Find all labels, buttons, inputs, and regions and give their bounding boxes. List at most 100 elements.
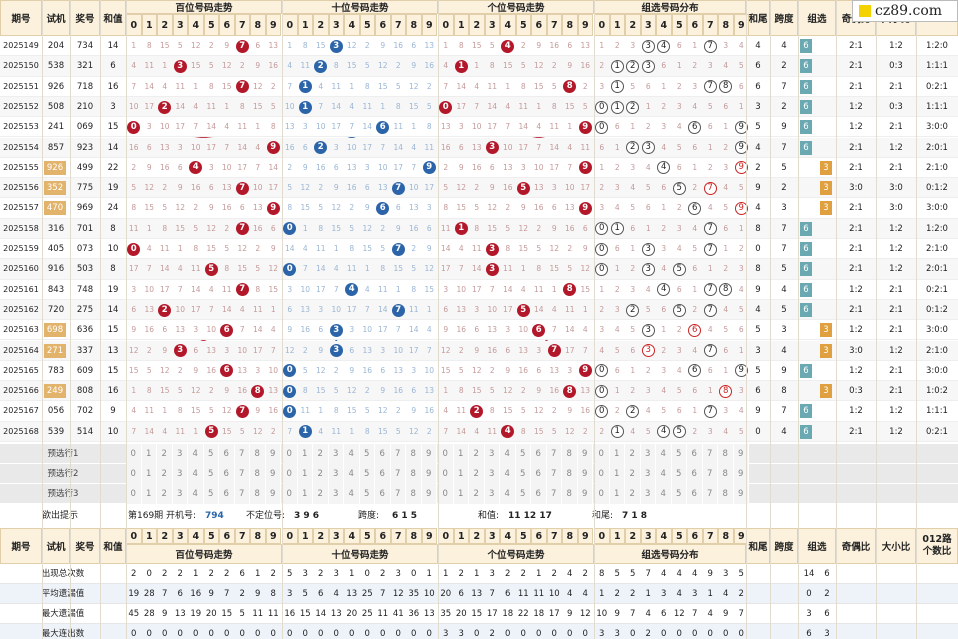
- site-logo[interactable]: cz89.com: [852, 0, 958, 22]
- presel-digit[interactable]: 9: [733, 464, 749, 484]
- presel-digit[interactable]: 2: [157, 484, 173, 504]
- presel-digit[interactable]: 6: [531, 464, 547, 484]
- presel-digit[interactable]: 4: [344, 464, 360, 484]
- presel-digit[interactable]: 0: [126, 484, 142, 504]
- presel-digit[interactable]: 2: [469, 444, 485, 464]
- presel-digit[interactable]: 1: [453, 464, 469, 484]
- presel-digit[interactable]: 6: [531, 484, 547, 504]
- presel-digit[interactable]: 9: [265, 484, 281, 504]
- presel-digit[interactable]: 6: [375, 464, 391, 484]
- presel-digit[interactable]: 8: [406, 444, 422, 464]
- presel-digit[interactable]: 3: [640, 444, 656, 464]
- presel-digit[interactable]: 2: [157, 444, 173, 464]
- presel-digit[interactable]: 8: [718, 464, 734, 484]
- presel-digit[interactable]: 1: [141, 464, 157, 484]
- presel-digit[interactable]: 2: [469, 484, 485, 504]
- presel-digit[interactable]: 5: [203, 464, 219, 484]
- presel-digit[interactable]: 1: [297, 444, 313, 464]
- presel-digit[interactable]: 0: [126, 444, 142, 464]
- presel-digit[interactable]: 8: [562, 484, 578, 504]
- presel-digit[interactable]: 2: [625, 444, 641, 464]
- presel-digit[interactable]: 8: [562, 464, 578, 484]
- presel-digit[interactable]: 1: [609, 484, 625, 504]
- presel-digit[interactable]: 4: [188, 464, 204, 484]
- presel-digit[interactable]: 5: [203, 484, 219, 504]
- presel-digit[interactable]: 5: [671, 484, 687, 504]
- presel-digit[interactable]: 0: [594, 484, 610, 504]
- presel-digit[interactable]: 6: [687, 444, 703, 464]
- presel-digit[interactable]: 2: [313, 444, 329, 464]
- presel-digit[interactable]: 3: [328, 484, 344, 504]
- presel-digit[interactable]: 4: [500, 484, 516, 504]
- presel-digit[interactable]: 0: [126, 464, 142, 484]
- presel-digit[interactable]: 8: [562, 444, 578, 464]
- presel-digit[interactable]: 6: [219, 464, 235, 484]
- presel-digit[interactable]: 0: [282, 464, 298, 484]
- presel-digit[interactable]: 0: [438, 484, 454, 504]
- presel-digit[interactable]: 9: [421, 444, 437, 464]
- presel-digit[interactable]: 8: [718, 484, 734, 504]
- presel-digit[interactable]: 2: [625, 484, 641, 504]
- presel-digit[interactable]: 4: [656, 444, 672, 464]
- presel-digit[interactable]: 1: [453, 484, 469, 504]
- presel-digit[interactable]: 5: [671, 444, 687, 464]
- presel-digit[interactable]: 4: [656, 464, 672, 484]
- presel-digit[interactable]: 3: [484, 444, 500, 464]
- presel-digit[interactable]: 4: [344, 484, 360, 504]
- presel-digit[interactable]: 3: [172, 464, 188, 484]
- presel-digit[interactable]: 7: [390, 464, 406, 484]
- presel-digit[interactable]: 0: [438, 464, 454, 484]
- presel-digit[interactable]: 8: [406, 464, 422, 484]
- presel-digit[interactable]: 5: [359, 484, 375, 504]
- presel-digit[interactable]: 3: [328, 464, 344, 484]
- presel-digit[interactable]: 3: [328, 444, 344, 464]
- presel-digit[interactable]: 4: [188, 444, 204, 464]
- presel-digit[interactable]: 6: [219, 484, 235, 504]
- presel-digit[interactable]: 2: [313, 464, 329, 484]
- presel-digit[interactable]: 8: [406, 484, 422, 504]
- presel-digit[interactable]: 5: [515, 484, 531, 504]
- presel-digit[interactable]: 6: [687, 464, 703, 484]
- presel-digit[interactable]: 9: [733, 484, 749, 504]
- presel-digit[interactable]: 9: [421, 464, 437, 484]
- presel-digit[interactable]: 3: [640, 484, 656, 504]
- presel-digit[interactable]: 1: [141, 444, 157, 464]
- presel-digit[interactable]: 7: [390, 444, 406, 464]
- presel-digit[interactable]: 4: [656, 484, 672, 504]
- presel-digit[interactable]: 7: [702, 484, 718, 504]
- presel-digit[interactable]: 2: [313, 484, 329, 504]
- presel-digit[interactable]: 8: [250, 484, 266, 504]
- presel-digit[interactable]: 5: [671, 464, 687, 484]
- presel-digit[interactable]: 9: [577, 444, 593, 464]
- presel-digit[interactable]: 4: [344, 444, 360, 464]
- presel-digit[interactable]: 4: [500, 464, 516, 484]
- presel-digit[interactable]: 4: [188, 484, 204, 504]
- presel-digit[interactable]: 7: [702, 464, 718, 484]
- presel-digit[interactable]: 7: [234, 464, 250, 484]
- presel-digit[interactable]: 1: [609, 444, 625, 464]
- presel-digit[interactable]: 6: [687, 484, 703, 504]
- presel-digit[interactable]: 1: [297, 464, 313, 484]
- presel-digit[interactable]: 5: [203, 444, 219, 464]
- presel-digit[interactable]: 1: [609, 464, 625, 484]
- presel-digit[interactable]: 3: [484, 484, 500, 504]
- presel-digit[interactable]: 5: [515, 464, 531, 484]
- presel-digit[interactable]: 9: [265, 444, 281, 464]
- presel-digit[interactable]: 6: [375, 484, 391, 504]
- presel-digit[interactable]: 7: [546, 464, 562, 484]
- presel-digit[interactable]: 8: [718, 444, 734, 464]
- presel-digit[interactable]: 0: [438, 444, 454, 464]
- presel-digit[interactable]: 0: [282, 444, 298, 464]
- presel-digit[interactable]: 3: [172, 484, 188, 504]
- presel-digit[interactable]: 3: [484, 464, 500, 484]
- presel-digit[interactable]: 9: [577, 464, 593, 484]
- presel-digit[interactable]: 7: [234, 444, 250, 464]
- presel-digit[interactable]: 2: [469, 464, 485, 484]
- presel-digit[interactable]: 5: [515, 444, 531, 464]
- presel-digit[interactable]: 8: [250, 444, 266, 464]
- presel-digit[interactable]: 2: [157, 464, 173, 484]
- presel-digit[interactable]: 1: [297, 484, 313, 504]
- presel-digit[interactable]: 9: [577, 484, 593, 504]
- presel-digit[interactable]: 4: [500, 444, 516, 464]
- presel-digit[interactable]: 8: [250, 464, 266, 484]
